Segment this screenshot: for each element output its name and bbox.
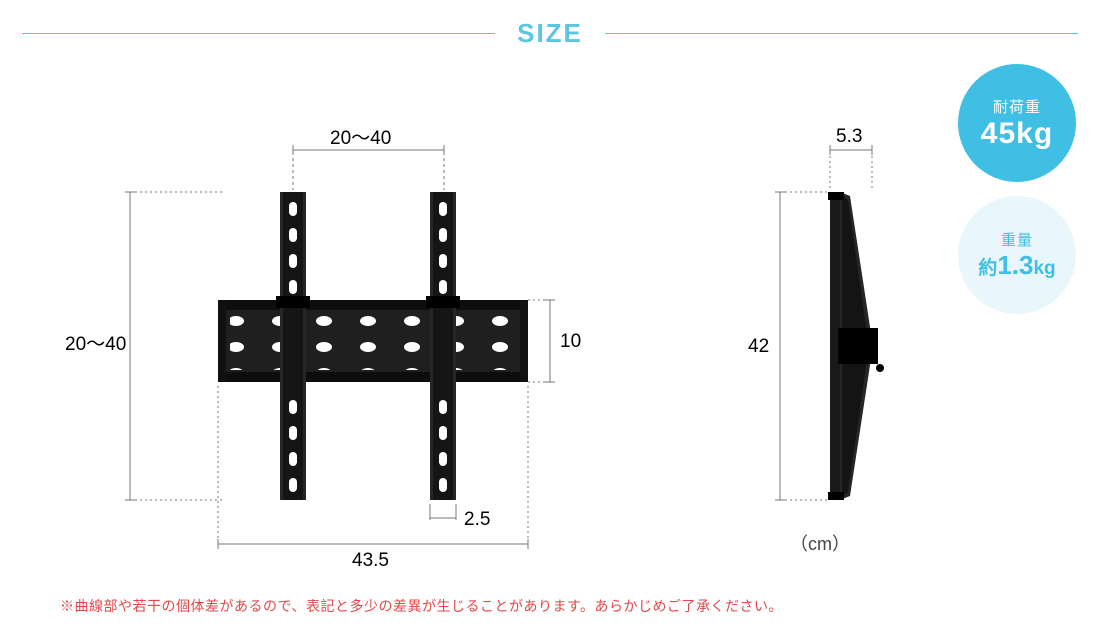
dim-top-span: 20〜40	[330, 128, 391, 149]
diagram-stage: （cm） 20〜40 20〜40	[0, 70, 1100, 590]
dim-depth: 5.3	[836, 126, 862, 147]
title-rule-left	[22, 33, 495, 34]
title-row: SIZE	[0, 18, 1100, 49]
dim-plate-height: 10	[560, 331, 581, 352]
dim-height: 20〜40	[65, 334, 126, 355]
dim-bracket-thickness: 2.5	[464, 509, 490, 530]
side-view: 5.3 42	[748, 126, 884, 500]
front-view: 20〜40 20〜40	[65, 128, 581, 571]
side-profile	[828, 192, 884, 500]
dim-width: 43.5	[352, 550, 389, 571]
title-rule-right	[605, 33, 1078, 34]
dim-side-height: 42	[748, 336, 769, 357]
footnote: ※曲線部や若干の個体差があるので、表記と多少の差異が生じることがあります。あらか…	[60, 596, 783, 616]
page-title: SIZE	[517, 18, 583, 49]
vertical-bracket-right	[426, 192, 460, 500]
vertical-bracket-left	[276, 192, 310, 500]
unit-label: （cm）	[790, 530, 850, 556]
diagram-svg: 20〜40 20〜40	[0, 70, 1100, 590]
